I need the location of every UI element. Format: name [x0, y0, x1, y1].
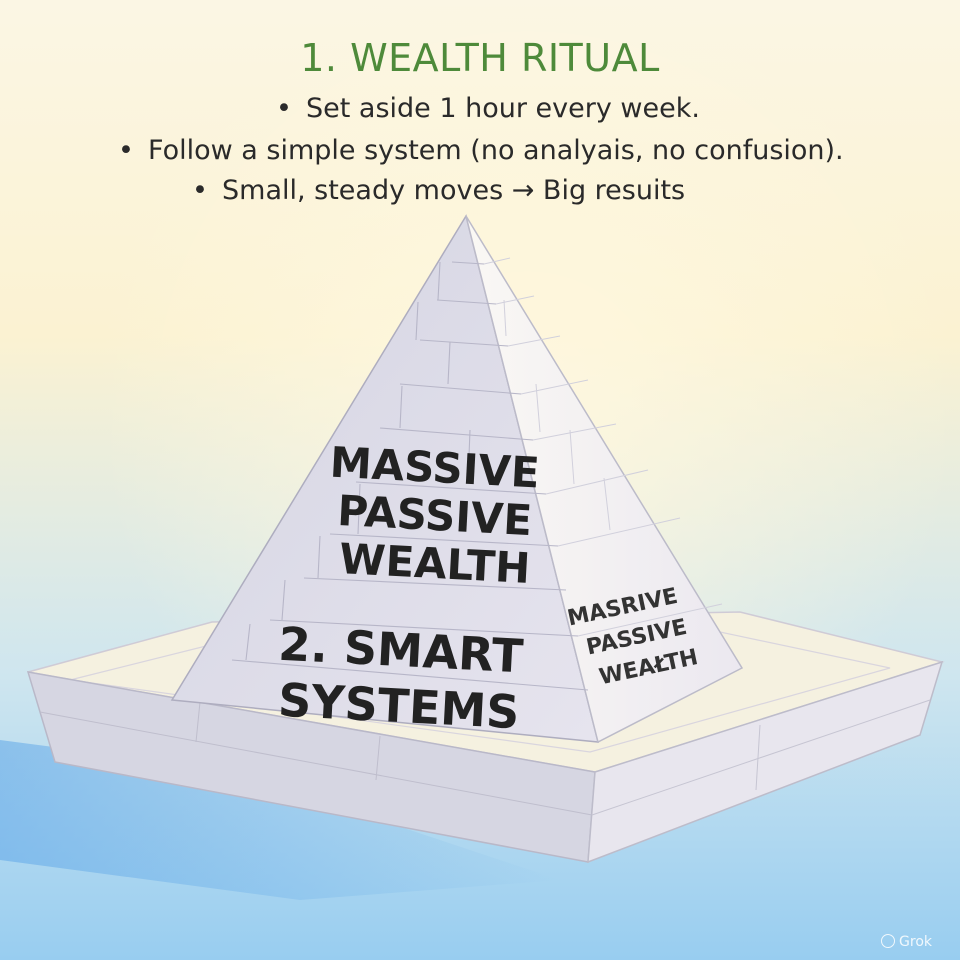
watermark-text: Grok	[899, 934, 932, 950]
page-title: 1. WEALTH RITUAL	[300, 36, 660, 80]
front-line-4: 2. SMART	[277, 617, 525, 684]
bullet-dot-icon: •	[118, 135, 134, 166]
bullet-text: Follow a simple system (no analyais, no …	[148, 135, 844, 166]
front-line-1: MASSIVE	[329, 438, 541, 498]
bullet-text: Small, steady moves → Big resuits	[222, 175, 686, 206]
bullet-text: Set aside 1 hour every week.	[306, 93, 700, 124]
front-line-2: PASSIVE	[336, 486, 533, 545]
bullet-dot-icon: •	[276, 93, 292, 124]
bullet-dot-icon: •	[192, 175, 208, 206]
pyramid-front-text: MASSIVE PASSIVE WEALTH 2. SMART SYSTEMS	[277, 438, 541, 740]
pyramid	[170, 214, 744, 744]
bullet-item: • Follow a simple system (no analyais, no…	[118, 135, 844, 166]
bullet-item: • Set aside 1 hour every week.	[276, 93, 700, 124]
watermark: Grok	[881, 934, 932, 950]
ground-shadow	[0, 740, 560, 900]
front-line-5: SYSTEMS	[277, 673, 521, 740]
bullet-item: • Small, steady moves → Big resuits	[192, 175, 685, 206]
grok-logo-icon	[881, 934, 896, 948]
front-line-3: WEALTH	[338, 534, 531, 593]
